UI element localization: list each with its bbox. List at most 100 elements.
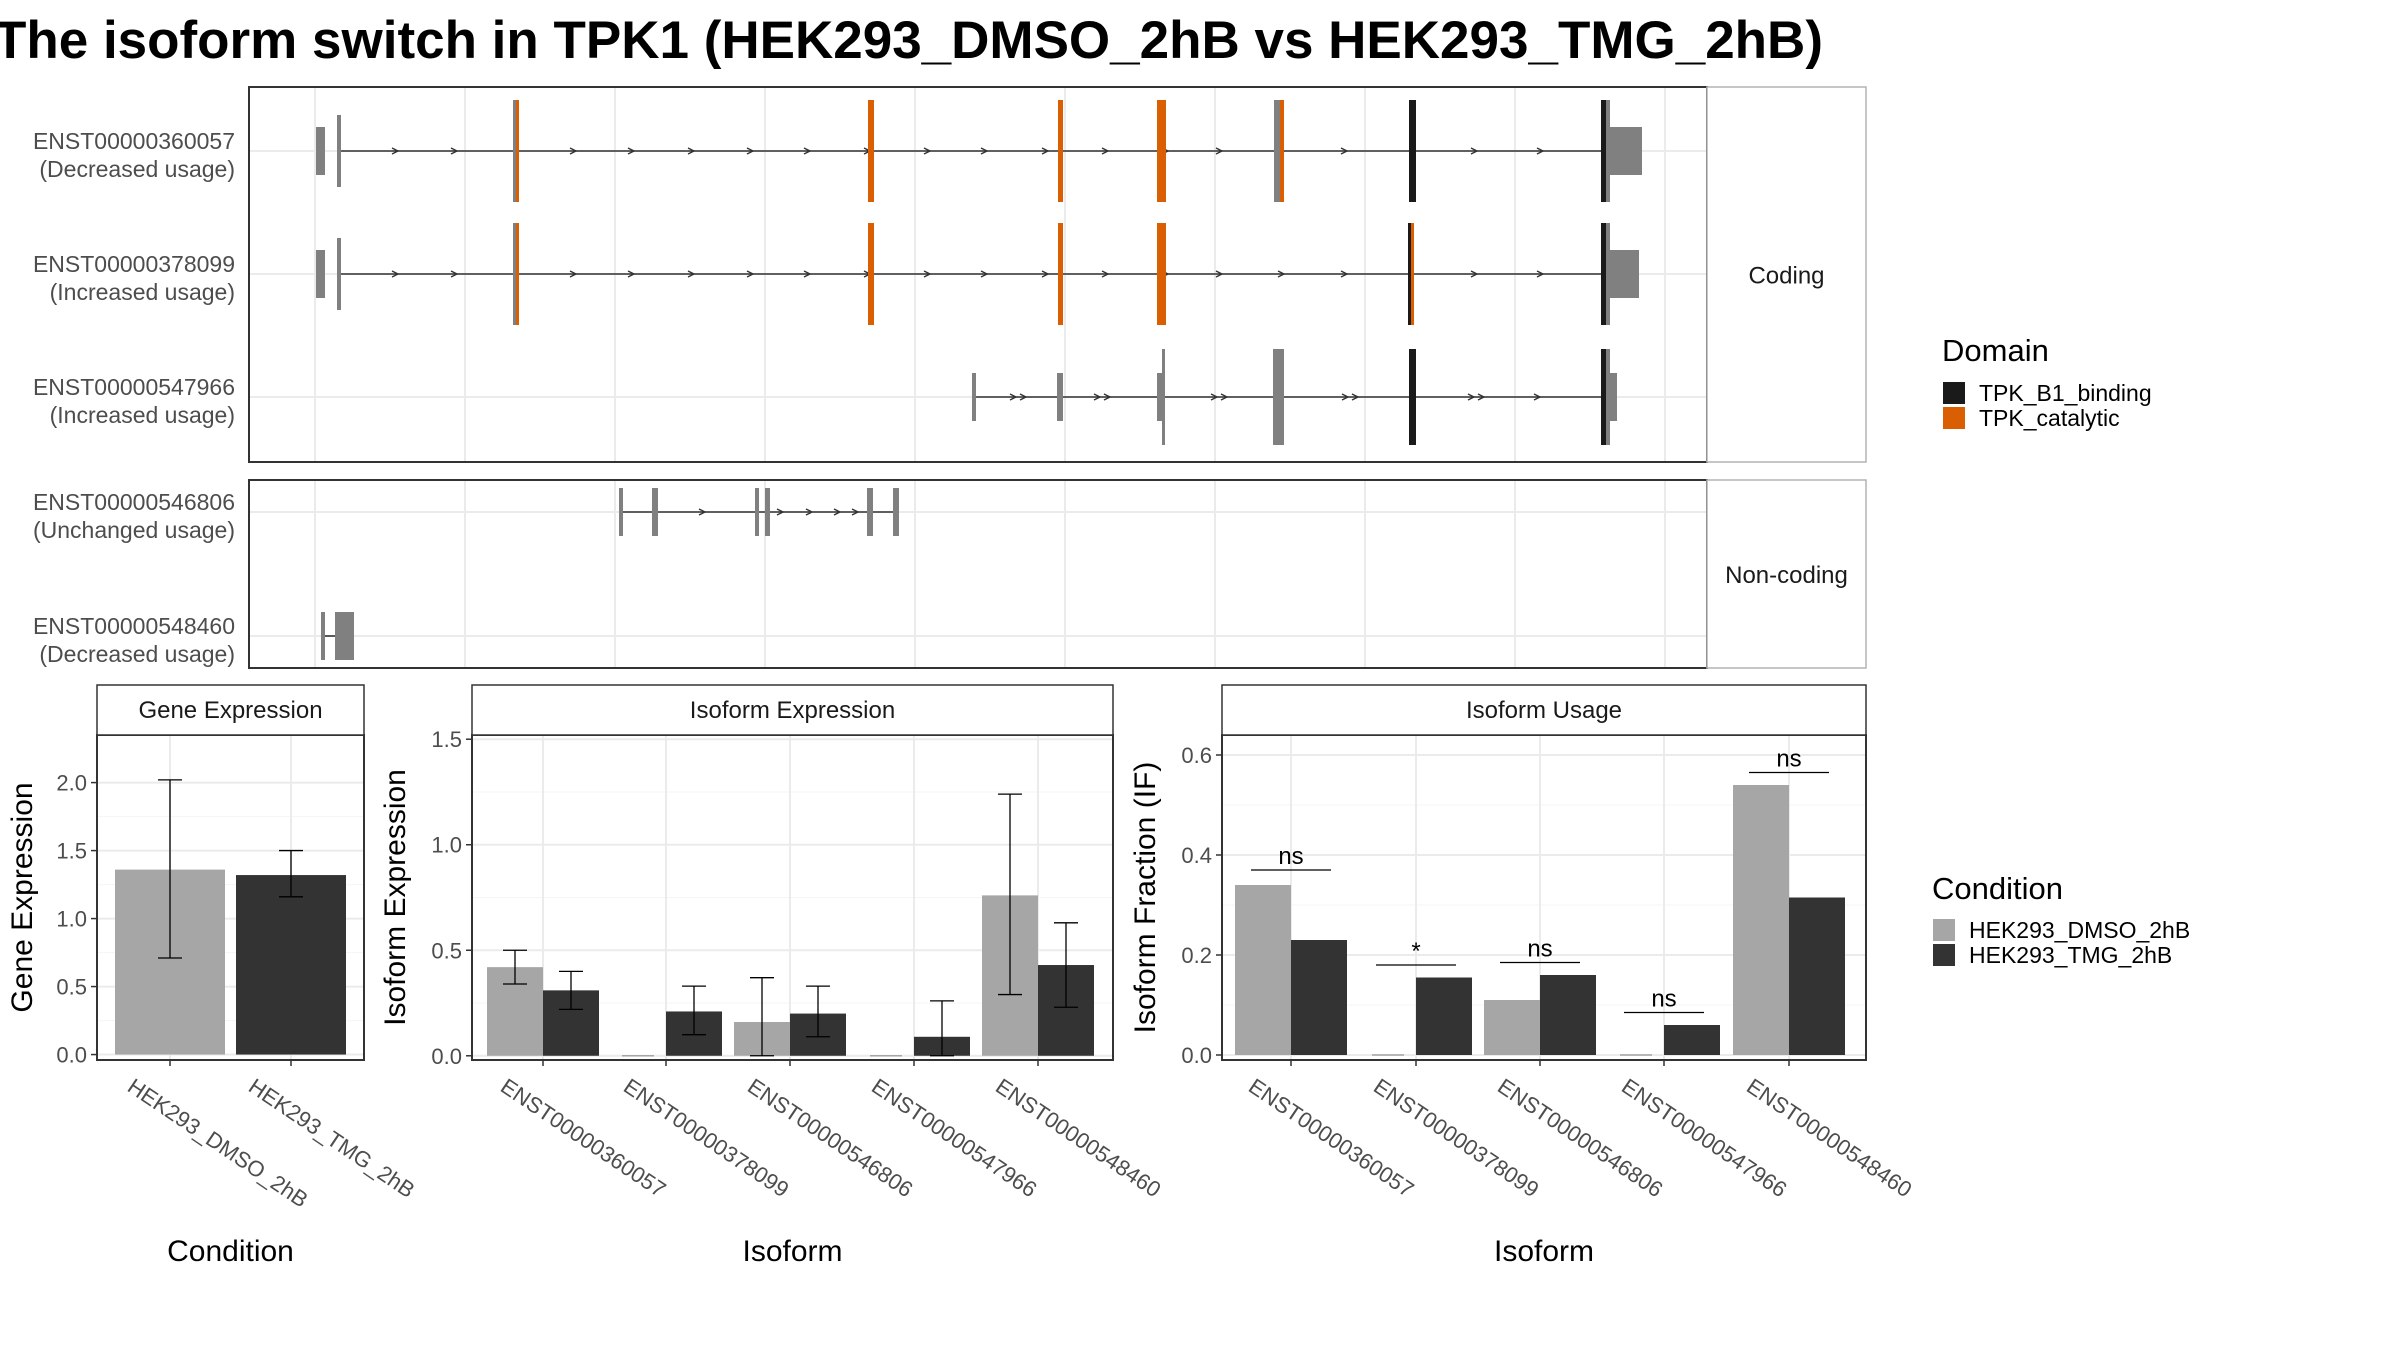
strand-arrow bbox=[1101, 147, 1110, 155]
y-tick-label: 0.6 bbox=[1181, 743, 1212, 768]
legend-label: HEK293_DMSO_2hB bbox=[1969, 917, 2190, 943]
strand-arrow bbox=[1220, 393, 1229, 401]
strand-arrow bbox=[391, 270, 400, 278]
transcript-id-label: ENST00000546806 bbox=[33, 489, 235, 515]
strand-arrow bbox=[687, 270, 696, 278]
exon bbox=[316, 250, 325, 298]
domain-tpk-catalytic bbox=[868, 223, 874, 325]
strand-arrow bbox=[450, 147, 459, 155]
bar bbox=[1789, 897, 1845, 1055]
exon bbox=[1157, 373, 1164, 421]
strand-arrow bbox=[1210, 393, 1219, 401]
y-tick-label: 0.0 bbox=[431, 1044, 462, 1069]
transcript-ENST00000546806: ENST00000546806(Unchanged usage) bbox=[33, 488, 899, 543]
y-tick-label: 0.5 bbox=[431, 938, 462, 963]
strand-arrow bbox=[569, 270, 578, 278]
strand-arrow bbox=[1351, 393, 1360, 401]
strand-arrow bbox=[833, 508, 842, 516]
exon bbox=[1606, 349, 1610, 445]
legend-label: TPK_catalytic bbox=[1979, 405, 2120, 431]
strand-arrow bbox=[627, 270, 636, 278]
significance-label: * bbox=[1411, 938, 1420, 965]
exon bbox=[335, 612, 354, 660]
strand-arrow bbox=[1019, 393, 1028, 401]
x-axis-label: Condition bbox=[167, 1235, 294, 1268]
facet-strip-label: Isoform Expression bbox=[690, 697, 895, 724]
legend-label: TPK_B1_binding bbox=[1979, 380, 2152, 406]
transcript-ENST00000360057: ENST00000360057(Decreased usage) bbox=[33, 100, 1642, 202]
y-tick-label: 0.0 bbox=[1181, 1043, 1212, 1068]
strand-arrow bbox=[803, 147, 812, 155]
exon bbox=[619, 488, 623, 536]
panel-border bbox=[248, 479, 1708, 669]
strand-arrow bbox=[1041, 270, 1050, 278]
y-tick-label: 0.4 bbox=[1181, 843, 1212, 868]
y-axis-label: Isoform Fraction (IF) bbox=[1129, 762, 1162, 1034]
transcript-usage-label: (Unchanged usage) bbox=[33, 517, 235, 543]
strand-arrow bbox=[687, 147, 696, 155]
exon bbox=[321, 612, 325, 660]
domain-tpk-catalytic bbox=[1157, 100, 1166, 202]
exon bbox=[1609, 373, 1617, 421]
strand-arrow bbox=[1470, 147, 1479, 155]
strand-arrow bbox=[698, 508, 707, 516]
significance-label: ns bbox=[1776, 746, 1801, 773]
facet-strip bbox=[1706, 86, 1867, 463]
strand-arrow bbox=[1215, 270, 1224, 278]
strand-arrow bbox=[1101, 270, 1110, 278]
exon bbox=[1057, 373, 1063, 421]
facet-strip-label: Gene Expression bbox=[138, 697, 322, 724]
domain-tpk-catalytic bbox=[516, 100, 519, 202]
bar-panel-gene-expression: 0.00.51.01.52.0HEK293_DMSO_2hBHEK293_TMG… bbox=[6, 684, 419, 1268]
facet-strip bbox=[96, 684, 365, 736]
strand-arrow bbox=[746, 147, 755, 155]
bar bbox=[1540, 975, 1596, 1055]
exon bbox=[1606, 223, 1610, 325]
transcript-usage-label: (Increased usage) bbox=[50, 402, 235, 428]
domain-tpk-b1-binding bbox=[1601, 223, 1606, 325]
strand-arrow bbox=[450, 270, 459, 278]
strand-arrow bbox=[569, 147, 578, 155]
y-axis-label: Gene Expression bbox=[6, 782, 39, 1012]
transcript-id-label: ENST00000548460 bbox=[33, 613, 235, 639]
transcript-structure-plot: ENST00000360057(Decreased usage) ENST0000… bbox=[33, 86, 1867, 669]
domain-tpk-b1-binding bbox=[1601, 349, 1608, 445]
facet-strip-label: Coding bbox=[1748, 263, 1824, 290]
legend-key bbox=[1943, 407, 1965, 429]
strand-arrow bbox=[776, 508, 785, 516]
significance-label: ns bbox=[1651, 986, 1676, 1013]
strand-arrow bbox=[1277, 270, 1286, 278]
strand-arrow bbox=[1009, 393, 1018, 401]
bar-panel-isoform-expression: 0.00.51.01.5ENST00000360057ENST000003780… bbox=[379, 684, 1165, 1268]
bar bbox=[1664, 1025, 1720, 1055]
exon bbox=[1274, 100, 1281, 202]
strand-arrow bbox=[1470, 270, 1479, 278]
legend-key bbox=[1943, 382, 1965, 404]
domain-tpk-b1-binding bbox=[1408, 223, 1412, 325]
strand-arrow bbox=[1536, 270, 1545, 278]
domain-tpk-catalytic bbox=[516, 223, 519, 325]
transcript-ENST00000378099: ENST00000378099(Increased usage) bbox=[33, 223, 1639, 325]
structure-panel-non-coding: ENST00000546806(Unchanged usage)ENST0000… bbox=[33, 479, 1867, 669]
strand-arrow bbox=[980, 270, 989, 278]
exon bbox=[765, 488, 770, 536]
transcript-id-label: ENST00000378099 bbox=[33, 251, 235, 277]
bar bbox=[236, 875, 346, 1055]
strand-arrow bbox=[1340, 147, 1349, 155]
x-axis-label: Isoform bbox=[742, 1235, 842, 1268]
strand-arrow bbox=[980, 147, 989, 155]
strand-arrow bbox=[391, 147, 400, 155]
domain-tpk-catalytic bbox=[1058, 100, 1063, 202]
bar bbox=[1235, 885, 1291, 1055]
strand-arrow bbox=[1477, 393, 1486, 401]
y-axis-label: Isoform Expression bbox=[379, 769, 412, 1026]
strand-arrow bbox=[1215, 147, 1224, 155]
significance-label: ns bbox=[1527, 936, 1552, 963]
legend-title: Condition bbox=[1932, 871, 2063, 906]
exon bbox=[1606, 100, 1610, 202]
strand-arrow bbox=[1536, 147, 1545, 155]
bar bbox=[1733, 785, 1789, 1055]
exon bbox=[867, 488, 873, 536]
